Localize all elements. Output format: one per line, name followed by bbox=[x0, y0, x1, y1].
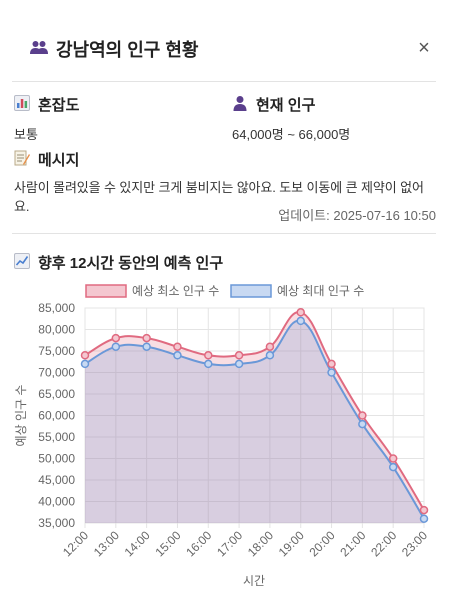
y-tick-label: 50,000 bbox=[38, 452, 75, 466]
max-series-point bbox=[142, 342, 151, 351]
max-series-point bbox=[419, 514, 429, 523]
divider bbox=[12, 81, 436, 82]
max-series-point bbox=[327, 368, 336, 377]
legend-min-swatch bbox=[85, 284, 127, 298]
line-chart-icon bbox=[14, 252, 30, 273]
max-series-point bbox=[111, 342, 121, 351]
y-tick-label: 40,000 bbox=[38, 495, 75, 509]
min-series-point bbox=[111, 333, 121, 343]
max-series-point bbox=[296, 316, 305, 326]
x-tick-label: 20:00 bbox=[307, 528, 338, 559]
congestion-value: 보통 bbox=[14, 127, 38, 142]
legend-min-label: 예상 최소 인구 수 bbox=[132, 284, 219, 298]
title-row: 강남역의 인구 현황 bbox=[30, 36, 198, 62]
updated-timestamp: 업데이트: 2025-07-16 10:50 bbox=[278, 208, 436, 223]
min-series-point bbox=[80, 351, 90, 360]
y-tick-label: 80,000 bbox=[38, 323, 75, 337]
people-icon bbox=[30, 39, 48, 60]
y-tick-label: 65,000 bbox=[38, 387, 75, 401]
y-tick-label: 45,000 bbox=[38, 473, 75, 487]
message-label: 메시지 bbox=[38, 152, 80, 169]
message-value: 사람이 몰려있을 수 있지만 크게 붐비지는 않아요. 도보 이동에 큰 제약이… bbox=[14, 180, 424, 214]
max-series-point bbox=[358, 419, 367, 429]
max-series-point bbox=[173, 351, 182, 360]
x-tick-label: 12:00 bbox=[60, 528, 91, 559]
population-value: 64,000명 ~ 66,000명 bbox=[232, 127, 351, 142]
person-icon bbox=[232, 95, 248, 115]
legend-max-swatch bbox=[230, 284, 272, 298]
legend-max-label: 예상 최대 인구 수 bbox=[277, 284, 364, 298]
y-tick-label: 55,000 bbox=[38, 430, 75, 444]
x-tick-label: 22:00 bbox=[368, 528, 399, 559]
min-series-point bbox=[358, 411, 367, 420]
congestion-label-row: 혼잡도 bbox=[14, 94, 79, 115]
x-tick-label: 17:00 bbox=[214, 528, 245, 559]
x-tick-label: 14:00 bbox=[122, 528, 153, 559]
max-series-point bbox=[265, 351, 275, 360]
max-series-point bbox=[204, 359, 213, 369]
x-tick-label: 13:00 bbox=[91, 528, 122, 559]
y-tick-label: 85,000 bbox=[38, 301, 75, 315]
congestion-label: 혼잡도 bbox=[38, 97, 80, 114]
min-series-point bbox=[388, 454, 398, 463]
population-section: 현재 인구 64,000명 ~ 66,000명 bbox=[232, 94, 350, 143]
population-label: 현재 인구 bbox=[256, 97, 316, 114]
x-tick-label: 23:00 bbox=[399, 528, 430, 559]
min-series-point bbox=[296, 308, 305, 317]
bar-chart-icon bbox=[14, 94, 30, 115]
y-tick-label: 75,000 bbox=[38, 344, 75, 358]
page-title: 강남역의 인구 현황 bbox=[56, 40, 199, 60]
x-tick-label: 21:00 bbox=[337, 528, 368, 559]
max-series-point bbox=[388, 462, 398, 472]
x-tick-label: 18:00 bbox=[245, 528, 276, 559]
y-axis-title: 예상 인구 수 bbox=[14, 385, 28, 447]
forecast-chart: 35,000 40,000 45,000 50,000 55,000 60,000 65,0… bbox=[14, 284, 430, 588]
x-tick-label: 19:00 bbox=[276, 528, 307, 559]
congestion-section: 혼잡도 보통 bbox=[14, 94, 79, 143]
memo-icon bbox=[14, 150, 30, 170]
x-axis-title: 시간 bbox=[243, 574, 265, 588]
y-tick-label: 70,000 bbox=[38, 366, 75, 380]
divider bbox=[12, 233, 436, 234]
min-series-point bbox=[173, 342, 182, 351]
min-series-point bbox=[327, 359, 336, 369]
population-label-row: 현재 인구 bbox=[232, 94, 350, 115]
y-tick-label: 35,000 bbox=[38, 516, 75, 530]
y-tick-label: 60,000 bbox=[38, 409, 75, 423]
x-tick-label: 16:00 bbox=[183, 528, 214, 559]
min-series-point bbox=[204, 351, 213, 360]
panel-header: 강남역의 인구 현황 × bbox=[0, 0, 449, 82]
message-label-row: 메시지 bbox=[14, 149, 439, 170]
x-tick-label: 15:00 bbox=[152, 528, 183, 559]
min-series-point bbox=[419, 505, 429, 515]
min-series-point bbox=[265, 342, 275, 351]
forecast-label: 향후 12시간 동안의 예측 인구 bbox=[38, 255, 224, 272]
max-series-point bbox=[80, 359, 90, 369]
max-series-area bbox=[85, 320, 424, 523]
close-icon: × bbox=[418, 37, 430, 59]
min-series-area bbox=[85, 312, 424, 523]
message-section: 메시지 사람이 몰려있을 수 있지만 크게 붐비지는 않아요. 도보 이동에 큰… bbox=[14, 149, 439, 215]
min-series-point bbox=[234, 351, 244, 360]
close-button[interactable]: × bbox=[414, 38, 434, 58]
max-series-point bbox=[234, 359, 244, 369]
min-series-point bbox=[142, 333, 151, 343]
forecast-label-row: 향후 12시간 동안의 예측 인구 bbox=[14, 252, 223, 273]
